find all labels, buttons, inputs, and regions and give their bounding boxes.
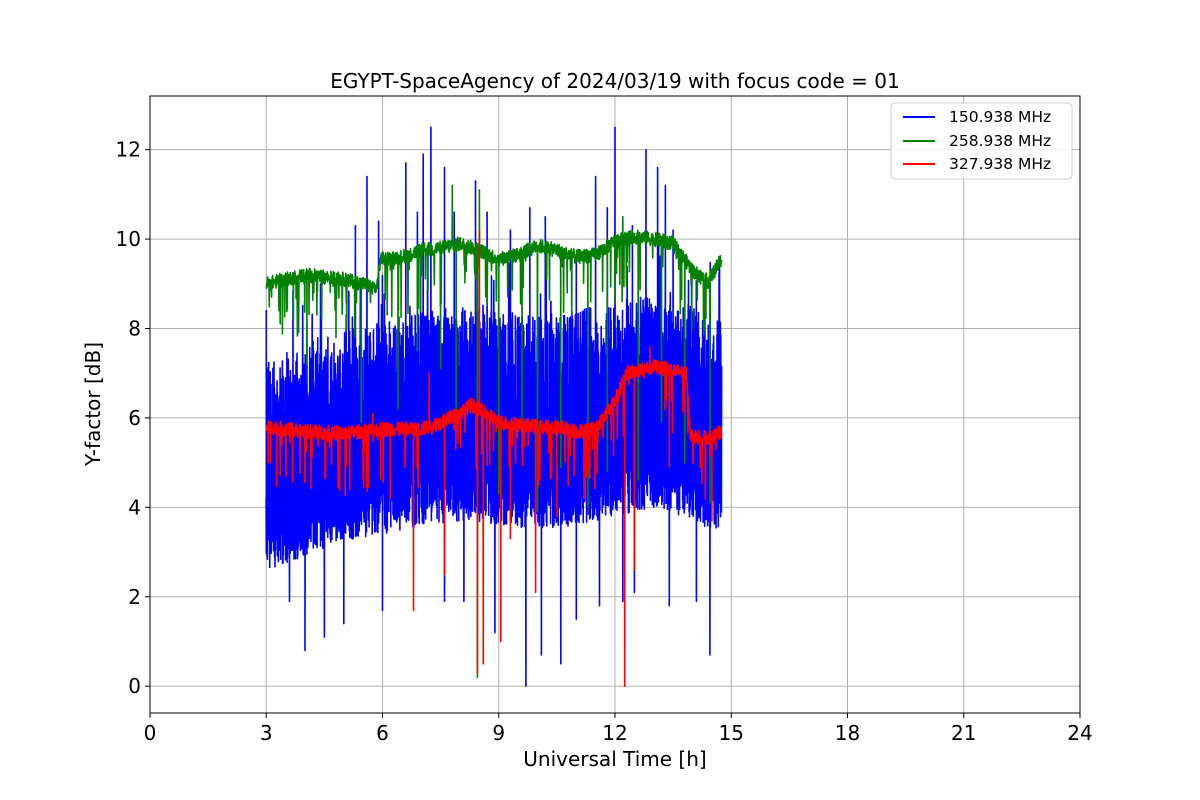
y-tick-label: 8 bbox=[128, 316, 141, 340]
x-tick-label: 9 bbox=[492, 721, 505, 745]
series-line-3 bbox=[265, 229, 723, 687]
legend-box bbox=[890, 102, 1073, 180]
y-tick-label: 4 bbox=[128, 495, 141, 519]
legend: 150.938 MHz 258.938 MHz 327.938 MHz bbox=[890, 102, 1073, 180]
y-tick-label: 0 bbox=[128, 674, 141, 698]
legend-label-series-2: 258.938 MHz bbox=[949, 132, 1051, 150]
x-tick-label: 15 bbox=[719, 721, 744, 745]
x-tick-label: 18 bbox=[835, 721, 860, 745]
legend-label-series-1: 150.938 MHz bbox=[949, 108, 1051, 126]
series-line-2 bbox=[265, 184, 723, 678]
x-tick-label: 3 bbox=[260, 721, 273, 745]
chart-title: EGYPT-SpaceAgency of 2024/03/19 with foc… bbox=[330, 69, 899, 93]
x-tick-label: 0 bbox=[144, 721, 157, 745]
legend-label-series-3: 327.938 MHz bbox=[949, 155, 1051, 173]
y-tick-label: 2 bbox=[128, 585, 141, 609]
y-tick-label: 12 bbox=[116, 138, 141, 162]
x-tick-label: 24 bbox=[1067, 721, 1092, 745]
plot-series bbox=[265, 126, 723, 687]
series-line-1 bbox=[265, 126, 723, 687]
x-tick-label: 6 bbox=[376, 721, 389, 745]
x-tick-label: 12 bbox=[602, 721, 627, 745]
y-tick-label: 6 bbox=[128, 406, 141, 430]
x-tick-label: 21 bbox=[951, 721, 976, 745]
y-tick-label: 10 bbox=[116, 227, 141, 251]
y-axis-label: Y-factor [dB] bbox=[81, 342, 105, 467]
x-axis-label: Universal Time [h] bbox=[523, 747, 706, 771]
